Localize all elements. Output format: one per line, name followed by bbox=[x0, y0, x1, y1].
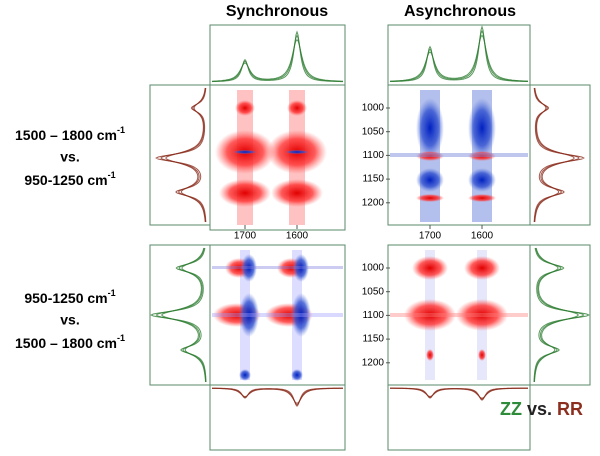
contour bbox=[235, 100, 255, 116]
label-line: vs. bbox=[60, 312, 79, 328]
contour bbox=[241, 254, 257, 282]
frame bbox=[387, 384, 531, 451]
contour bbox=[464, 256, 500, 280]
spectrum bbox=[533, 247, 585, 383]
svg-text:1500 – 1800 cm-1: 1500 – 1800 cm-1 bbox=[15, 125, 125, 142]
contour bbox=[426, 349, 434, 361]
y-tick-label: 1200 bbox=[362, 197, 385, 208]
contour bbox=[478, 349, 486, 361]
legend-rr: RR bbox=[557, 399, 583, 419]
streak bbox=[390, 153, 528, 157]
x-tick-label: 1600 bbox=[286, 231, 309, 242]
contour bbox=[293, 254, 309, 282]
y-tick-label: 1000 bbox=[362, 263, 385, 274]
title: Asynchronous bbox=[404, 3, 516, 20]
contour bbox=[219, 179, 271, 207]
frame bbox=[387, 24, 531, 86]
contour bbox=[404, 299, 456, 331]
contour bbox=[285, 150, 309, 154]
y-tick-label: 1000 bbox=[362, 103, 385, 114]
spectrum bbox=[212, 387, 343, 406]
contour bbox=[416, 194, 444, 202]
spectrum bbox=[211, 30, 343, 83]
spectrum bbox=[212, 387, 343, 407]
y-tick-label: 1150 bbox=[362, 334, 384, 345]
svg-text:950-1250 cm-1: 950-1250 cm-1 bbox=[24, 288, 115, 305]
x-tick-label: 1700 bbox=[419, 231, 442, 242]
panels bbox=[149, 24, 591, 451]
contour bbox=[416, 98, 444, 158]
spectrum bbox=[212, 34, 343, 82]
contour bbox=[412, 256, 448, 280]
contour bbox=[468, 98, 496, 158]
row-label: 1500 – 1800 cm-1 vs. 950-1250 cm-1 bbox=[15, 125, 125, 187]
frame bbox=[529, 244, 591, 386]
label-line: 950-1250 cm bbox=[24, 290, 107, 306]
contour bbox=[416, 168, 444, 192]
svg-text:950-1250 cm-1: 950-1250 cm-1 bbox=[24, 170, 115, 187]
legend-vs: vs. bbox=[527, 399, 552, 419]
spectrum bbox=[165, 87, 206, 223]
spectrum bbox=[390, 387, 528, 399]
label-line: 1500 – 1800 cm bbox=[15, 127, 117, 143]
superscript: -1 bbox=[117, 333, 125, 343]
x-tick-label: 1600 bbox=[471, 231, 494, 242]
contour bbox=[291, 369, 303, 381]
spectrum bbox=[212, 39, 343, 82]
row-label: 950-1250 cm-1 vs. 1500 – 1800 cm-1 bbox=[15, 288, 125, 350]
label-line: 950-1250 cm bbox=[24, 172, 107, 188]
y-tick-label: 1050 bbox=[362, 286, 385, 297]
streak bbox=[212, 313, 343, 317]
label-line: 1500 – 1800 cm bbox=[15, 335, 117, 351]
legend-zz: ZZ bbox=[500, 399, 522, 419]
spectrum bbox=[155, 247, 207, 383]
superscript: -1 bbox=[108, 288, 116, 298]
spectrum bbox=[390, 387, 528, 400]
frame bbox=[209, 384, 346, 451]
contour bbox=[456, 299, 508, 331]
contour bbox=[233, 150, 257, 154]
contour bbox=[239, 369, 251, 381]
spectrum bbox=[389, 30, 528, 82]
spectrum bbox=[211, 387, 343, 404]
contour bbox=[239, 293, 259, 337]
spectrum bbox=[534, 247, 579, 383]
streak bbox=[212, 266, 343, 269]
spectrum bbox=[534, 87, 575, 223]
spectrum bbox=[389, 34, 528, 82]
y-tick-label: 1100 bbox=[362, 150, 384, 161]
legend: ZZ vs. RR bbox=[500, 399, 583, 419]
label-line: vs. bbox=[60, 149, 79, 165]
contour bbox=[468, 168, 496, 192]
superscript: -1 bbox=[117, 125, 125, 135]
y-tick-label: 1150 bbox=[362, 174, 384, 185]
y-tick-label: 1200 bbox=[362, 357, 385, 368]
svg-text:1500 – 1800 cm-1: 1500 – 1800 cm-1 bbox=[15, 333, 125, 350]
frame bbox=[209, 84, 346, 231]
streak bbox=[390, 313, 528, 317]
contour bbox=[287, 100, 307, 116]
contour bbox=[291, 293, 311, 337]
y-tick-label: 1100 bbox=[362, 310, 384, 321]
spectrum bbox=[161, 247, 206, 383]
frame bbox=[209, 24, 346, 86]
title: Synchronous bbox=[226, 3, 328, 20]
y-tick-label: 1050 bbox=[362, 126, 385, 137]
contour bbox=[468, 194, 496, 202]
contour bbox=[271, 179, 323, 207]
spectrum bbox=[390, 25, 528, 82]
frame bbox=[529, 84, 591, 226]
superscript: -1 bbox=[108, 170, 116, 180]
x-tick-label: 1700 bbox=[234, 231, 257, 242]
